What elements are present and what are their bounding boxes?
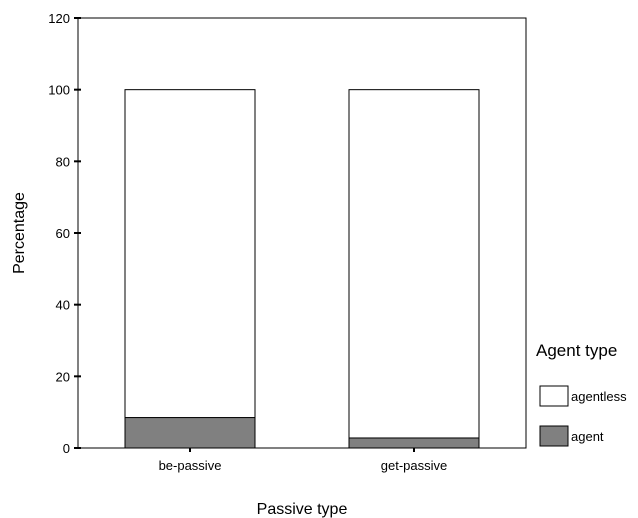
y-axis: 0 20 40 60 80 100 120 bbox=[48, 11, 81, 456]
legend-swatch-agentless bbox=[539, 385, 569, 407]
bar-agentless-be-passive bbox=[124, 89, 256, 419]
y-axis-title: Percentage bbox=[11, 192, 28, 274]
y-tick-label: 20 bbox=[56, 369, 70, 384]
y-tick-label: 100 bbox=[48, 83, 70, 98]
bar-agent-be-passive bbox=[124, 417, 256, 449]
legend-swatch-agent bbox=[539, 425, 569, 447]
legend-label: agentless bbox=[571, 389, 627, 404]
y-tick-label: 80 bbox=[56, 154, 70, 169]
x-tick-label: get-passive bbox=[381, 458, 447, 473]
legend: Agent type agentless agent bbox=[536, 341, 627, 447]
x-axis: be-passive get-passive bbox=[159, 445, 447, 473]
y-tick-label: 0 bbox=[63, 441, 70, 456]
y-tick-label: 120 bbox=[48, 11, 70, 26]
bar-agentless-get-passive bbox=[348, 89, 480, 439]
bar-agent-get-passive bbox=[348, 437, 480, 449]
x-axis-title: Passive type bbox=[257, 501, 348, 518]
x-tick-label: be-passive bbox=[159, 458, 222, 473]
legend-title: Agent type bbox=[536, 341, 617, 360]
y-tick-label: 60 bbox=[56, 226, 70, 241]
y-tick-label: 40 bbox=[56, 298, 70, 313]
legend-label: agent bbox=[571, 429, 604, 444]
bars bbox=[124, 89, 480, 449]
